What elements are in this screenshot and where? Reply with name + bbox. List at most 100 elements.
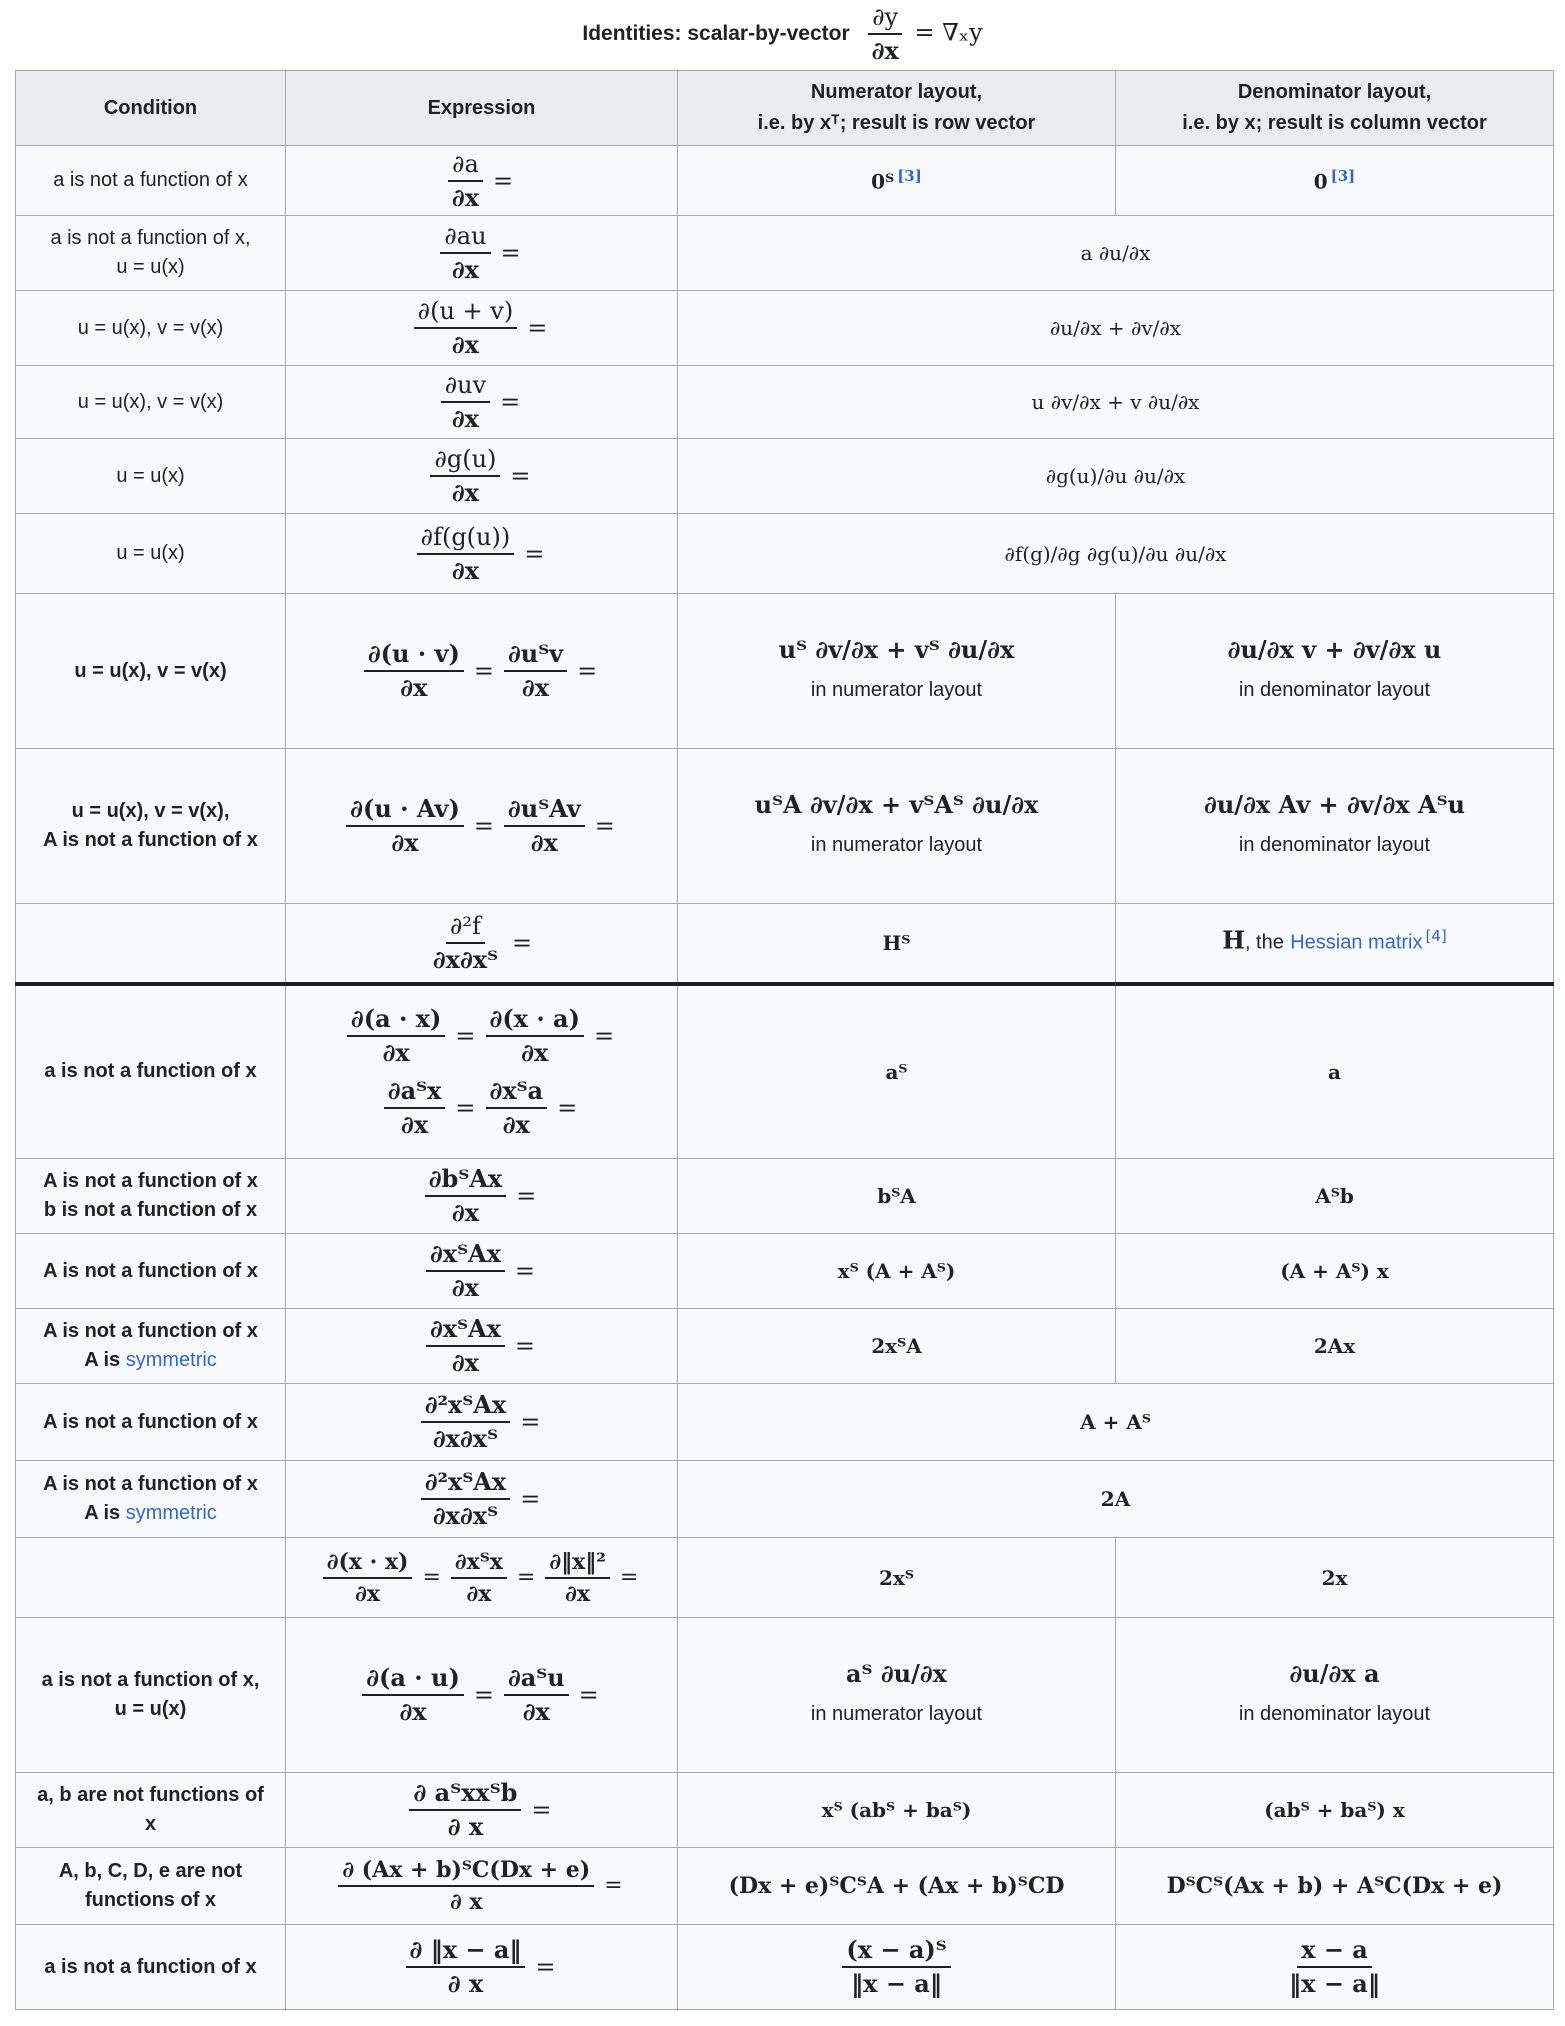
numerator-result: (x − a)ᵀ ‖x − a‖ bbox=[677, 1924, 1116, 2010]
numerator-result: (Dx + e)ᵀCᵀA + (Ax + b)ᵀCD bbox=[677, 1847, 1116, 1925]
shared-result: u ∂v/∂x + v ∂u/∂x bbox=[677, 365, 1554, 439]
condition-cell bbox=[15, 903, 286, 984]
denominator-result: Aᵀb bbox=[1115, 1158, 1554, 1234]
expression-cell: ∂(a · u) ∂x = ∂aᵀu ∂x = bbox=[285, 1617, 678, 1773]
table-row: A is not a function of x ∂xᵀAx ∂x = xᵀ (A … bbox=[15, 1233, 1554, 1309]
identities-table: Condition Expression Numerator layout, i.… bbox=[15, 70, 1554, 2010]
expression-cell: ∂²xᵀAx ∂x∂xᵀ = bbox=[285, 1460, 678, 1538]
table-row: A, b, C, D, e are not functions of x ∂ (A… bbox=[15, 1847, 1554, 1925]
hessian-link[interactable]: Hessian matrix bbox=[1290, 932, 1423, 955]
expression-cell: ∂a ∂x = bbox=[285, 145, 678, 216]
shared-result: ∂g(u)/∂u ∂u/∂x bbox=[677, 438, 1554, 514]
expression-cell: ∂ ‖x − a‖ ∂ x = bbox=[285, 1924, 678, 2010]
condition-cell: u = u(x), v = v(x) bbox=[15, 365, 286, 439]
numerator-result: 0ᵀ [3] bbox=[677, 145, 1116, 216]
table-row: A is not a function of x ∂²xᵀAx ∂x∂xᵀ = A … bbox=[15, 1383, 1554, 1461]
table-row: u = u(x), v = v(x), A is not a function o… bbox=[15, 748, 1554, 904]
caption-formula: ∂y ∂x = ∇ₓy bbox=[864, 5, 983, 63]
expression-cell: ∂²f ∂x∂xᵀ = bbox=[285, 903, 678, 984]
shared-result: ∂f(g)/∂g ∂g(u)/∂u ∂u/∂x bbox=[677, 513, 1554, 594]
shared-result: a ∂u/∂x bbox=[677, 215, 1554, 291]
numerator-result: aᵀ bbox=[677, 981, 1116, 1159]
expression-cell: ∂f(g(u)) ∂x = bbox=[285, 513, 678, 594]
expression-cell: ∂(u · v) ∂x = ∂uᵀv ∂x = bbox=[285, 593, 678, 749]
condition-cell: a is not a function of x, u = u(x) bbox=[15, 1617, 286, 1773]
expression-cell: ∂au ∂x = bbox=[285, 215, 678, 291]
condition-cell: u = u(x), v = v(x) bbox=[15, 593, 286, 749]
expression-cell: ∂uv ∂x = bbox=[285, 365, 678, 439]
denominator-result: 0 [3] bbox=[1115, 145, 1554, 216]
table-row: a is not a function of x ∂(a · x) ∂x = ∂(x … bbox=[15, 981, 1554, 1159]
numerator-result: Hᵀ bbox=[677, 903, 1116, 984]
denominator-result: ∂u/∂x Av + ∂v/∂x Aᵀu in denominator layou… bbox=[1115, 748, 1554, 904]
condition-cell: A is not a function of x bbox=[15, 1233, 286, 1309]
condition-cell: u = u(x), v = v(x), A is not a function o… bbox=[15, 748, 286, 904]
denominator-result: 2x bbox=[1115, 1537, 1554, 1618]
numerator-result: aᵀ ∂u/∂x in numerator layout bbox=[677, 1617, 1116, 1773]
table-row: ∂(x · x) ∂x = ∂xᵀx ∂x = ∂‖x‖² ∂x = 2xᵀ 2x bbox=[15, 1537, 1554, 1618]
table-row: a is not a function of x, u = u(x) ∂(a · … bbox=[15, 1617, 1554, 1773]
table-row: a is not a function of x, u = u(x) ∂au ∂x =… bbox=[15, 215, 1554, 291]
condition-cell: A, b, C, D, e are not functions of x bbox=[15, 1847, 286, 1925]
numerator-result: xᵀ (A + Aᵀ) bbox=[677, 1233, 1116, 1309]
header-condition: Condition bbox=[15, 70, 286, 146]
expression-cell: ∂(u + v) ∂x = bbox=[285, 290, 678, 366]
table-row: a, b are not functions of x ∂ aᵀxxᵀb ∂ x = … bbox=[15, 1772, 1554, 1848]
expression-cell: ∂ (Ax + b)ᵀC(Dx + e) ∂ x = bbox=[285, 1847, 678, 1925]
expression-cell: ∂ aᵀxxᵀb ∂ x = bbox=[285, 1772, 678, 1848]
shared-result: ∂u/∂x + ∂v/∂x bbox=[677, 290, 1554, 366]
condition-cell: u = u(x) bbox=[15, 513, 286, 594]
table-row: u = u(x), v = v(x) ∂(u · v) ∂x = ∂uᵀv ∂x = uᵀ… bbox=[15, 593, 1554, 749]
denominator-result: DᵀCᵀ(Ax + b) + AᵀC(Dx + e) bbox=[1115, 1847, 1554, 1925]
table-row: u = u(x), v = v(x) ∂uv ∂x = u ∂v/∂x + v ∂u… bbox=[15, 365, 1554, 439]
condition-cell: u = u(x), v = v(x) bbox=[15, 290, 286, 366]
expression-cell: ∂(x · x) ∂x = ∂xᵀx ∂x = ∂‖x‖² ∂x = bbox=[285, 1537, 678, 1618]
symmetric-link[interactable]: symmetric bbox=[125, 1349, 217, 1371]
expression-cell: ∂g(u) ∂x = bbox=[285, 438, 678, 514]
expression-cell: ∂xᵀAx ∂x = bbox=[285, 1308, 678, 1384]
denominator-result: 2Ax bbox=[1115, 1308, 1554, 1384]
denominator-result: ∂u/∂x a in denominator layout bbox=[1115, 1617, 1554, 1773]
condition-cell: A is not a function of x bbox=[15, 1383, 286, 1461]
expression-cell: ∂(u · Av) ∂x = ∂uᵀAv ∂x = bbox=[285, 748, 678, 904]
condition-cell: a is not a function of x bbox=[15, 145, 286, 216]
denominator-result: H, the Hessian matrix [4] bbox=[1115, 903, 1554, 984]
numerator-result: 2xᵀ bbox=[677, 1537, 1116, 1618]
table-row: u = u(x) ∂g(u) ∂x = ∂g(u)/∂u ∂u/∂x bbox=[15, 438, 1554, 514]
denominator-result: (abᵀ + baᵀ) x bbox=[1115, 1772, 1554, 1848]
symmetric-link[interactable]: symmetric bbox=[125, 1502, 217, 1524]
shared-result: 2A bbox=[677, 1460, 1554, 1538]
shared-result: A + Aᵀ bbox=[677, 1383, 1554, 1461]
denominator-result: ∂u/∂x v + ∂v/∂x u in denominator layout bbox=[1115, 593, 1554, 749]
denominator-result: x − a ‖x − a‖ bbox=[1115, 1924, 1554, 2010]
numerator-result: uᵀA ∂v/∂x + vᵀAᵀ ∂u/∂x in numerator layou… bbox=[677, 748, 1116, 904]
header-denominator: Denominator layout, i.e. by x; result is … bbox=[1115, 70, 1554, 146]
table-row: a is not a function of x ∂ ‖x − a‖ ∂ x = (… bbox=[15, 1924, 1554, 2010]
numerator-result: uᵀ ∂v/∂x + vᵀ ∂u/∂x in numerator layout bbox=[677, 593, 1116, 749]
condition-cell: a is not a function of x, u = u(x) bbox=[15, 215, 286, 291]
caption-text: Identities: scalar-by-vector bbox=[582, 22, 850, 45]
numerator-result: bᵀA bbox=[677, 1158, 1116, 1234]
expression-cell: ∂²xᵀAx ∂x∂xᵀ = bbox=[285, 1383, 678, 1461]
header-expression: Expression bbox=[285, 70, 678, 146]
table-row: ∂²f ∂x∂xᵀ = Hᵀ H, the Hessian matrix [4] bbox=[15, 903, 1554, 984]
table-row: u = u(x), v = v(x) ∂(u + v) ∂x = ∂u/∂x + ∂… bbox=[15, 290, 1554, 366]
table-row: u = u(x) ∂f(g(u)) ∂x = ∂f(g)/∂g ∂g(u)/∂u ∂… bbox=[15, 513, 1554, 594]
expression-cell: ∂bᵀAx ∂x = bbox=[285, 1158, 678, 1234]
condition-cell: a is not a function of x bbox=[15, 1924, 286, 2010]
table-caption: Identities: scalar-by-vector ∂y ∂x = ∇ₓy bbox=[0, 0, 1565, 68]
condition-cell bbox=[15, 1537, 286, 1618]
table-row: a is not a function of x ∂a ∂x = 0ᵀ [3] 0 [3… bbox=[15, 145, 1554, 216]
condition-cell: a, b are not functions of x bbox=[15, 1772, 286, 1848]
header-row: Condition Expression Numerator layout, i.… bbox=[15, 70, 1554, 146]
numerator-result: 2xᵀA bbox=[677, 1308, 1116, 1384]
expression-cell: ∂(a · x) ∂x = ∂(x · a) ∂x = ∂aᵀx ∂x = ∂xᵀa ∂x = bbox=[285, 981, 678, 1159]
expression-cell: ∂xᵀAx ∂x = bbox=[285, 1233, 678, 1309]
